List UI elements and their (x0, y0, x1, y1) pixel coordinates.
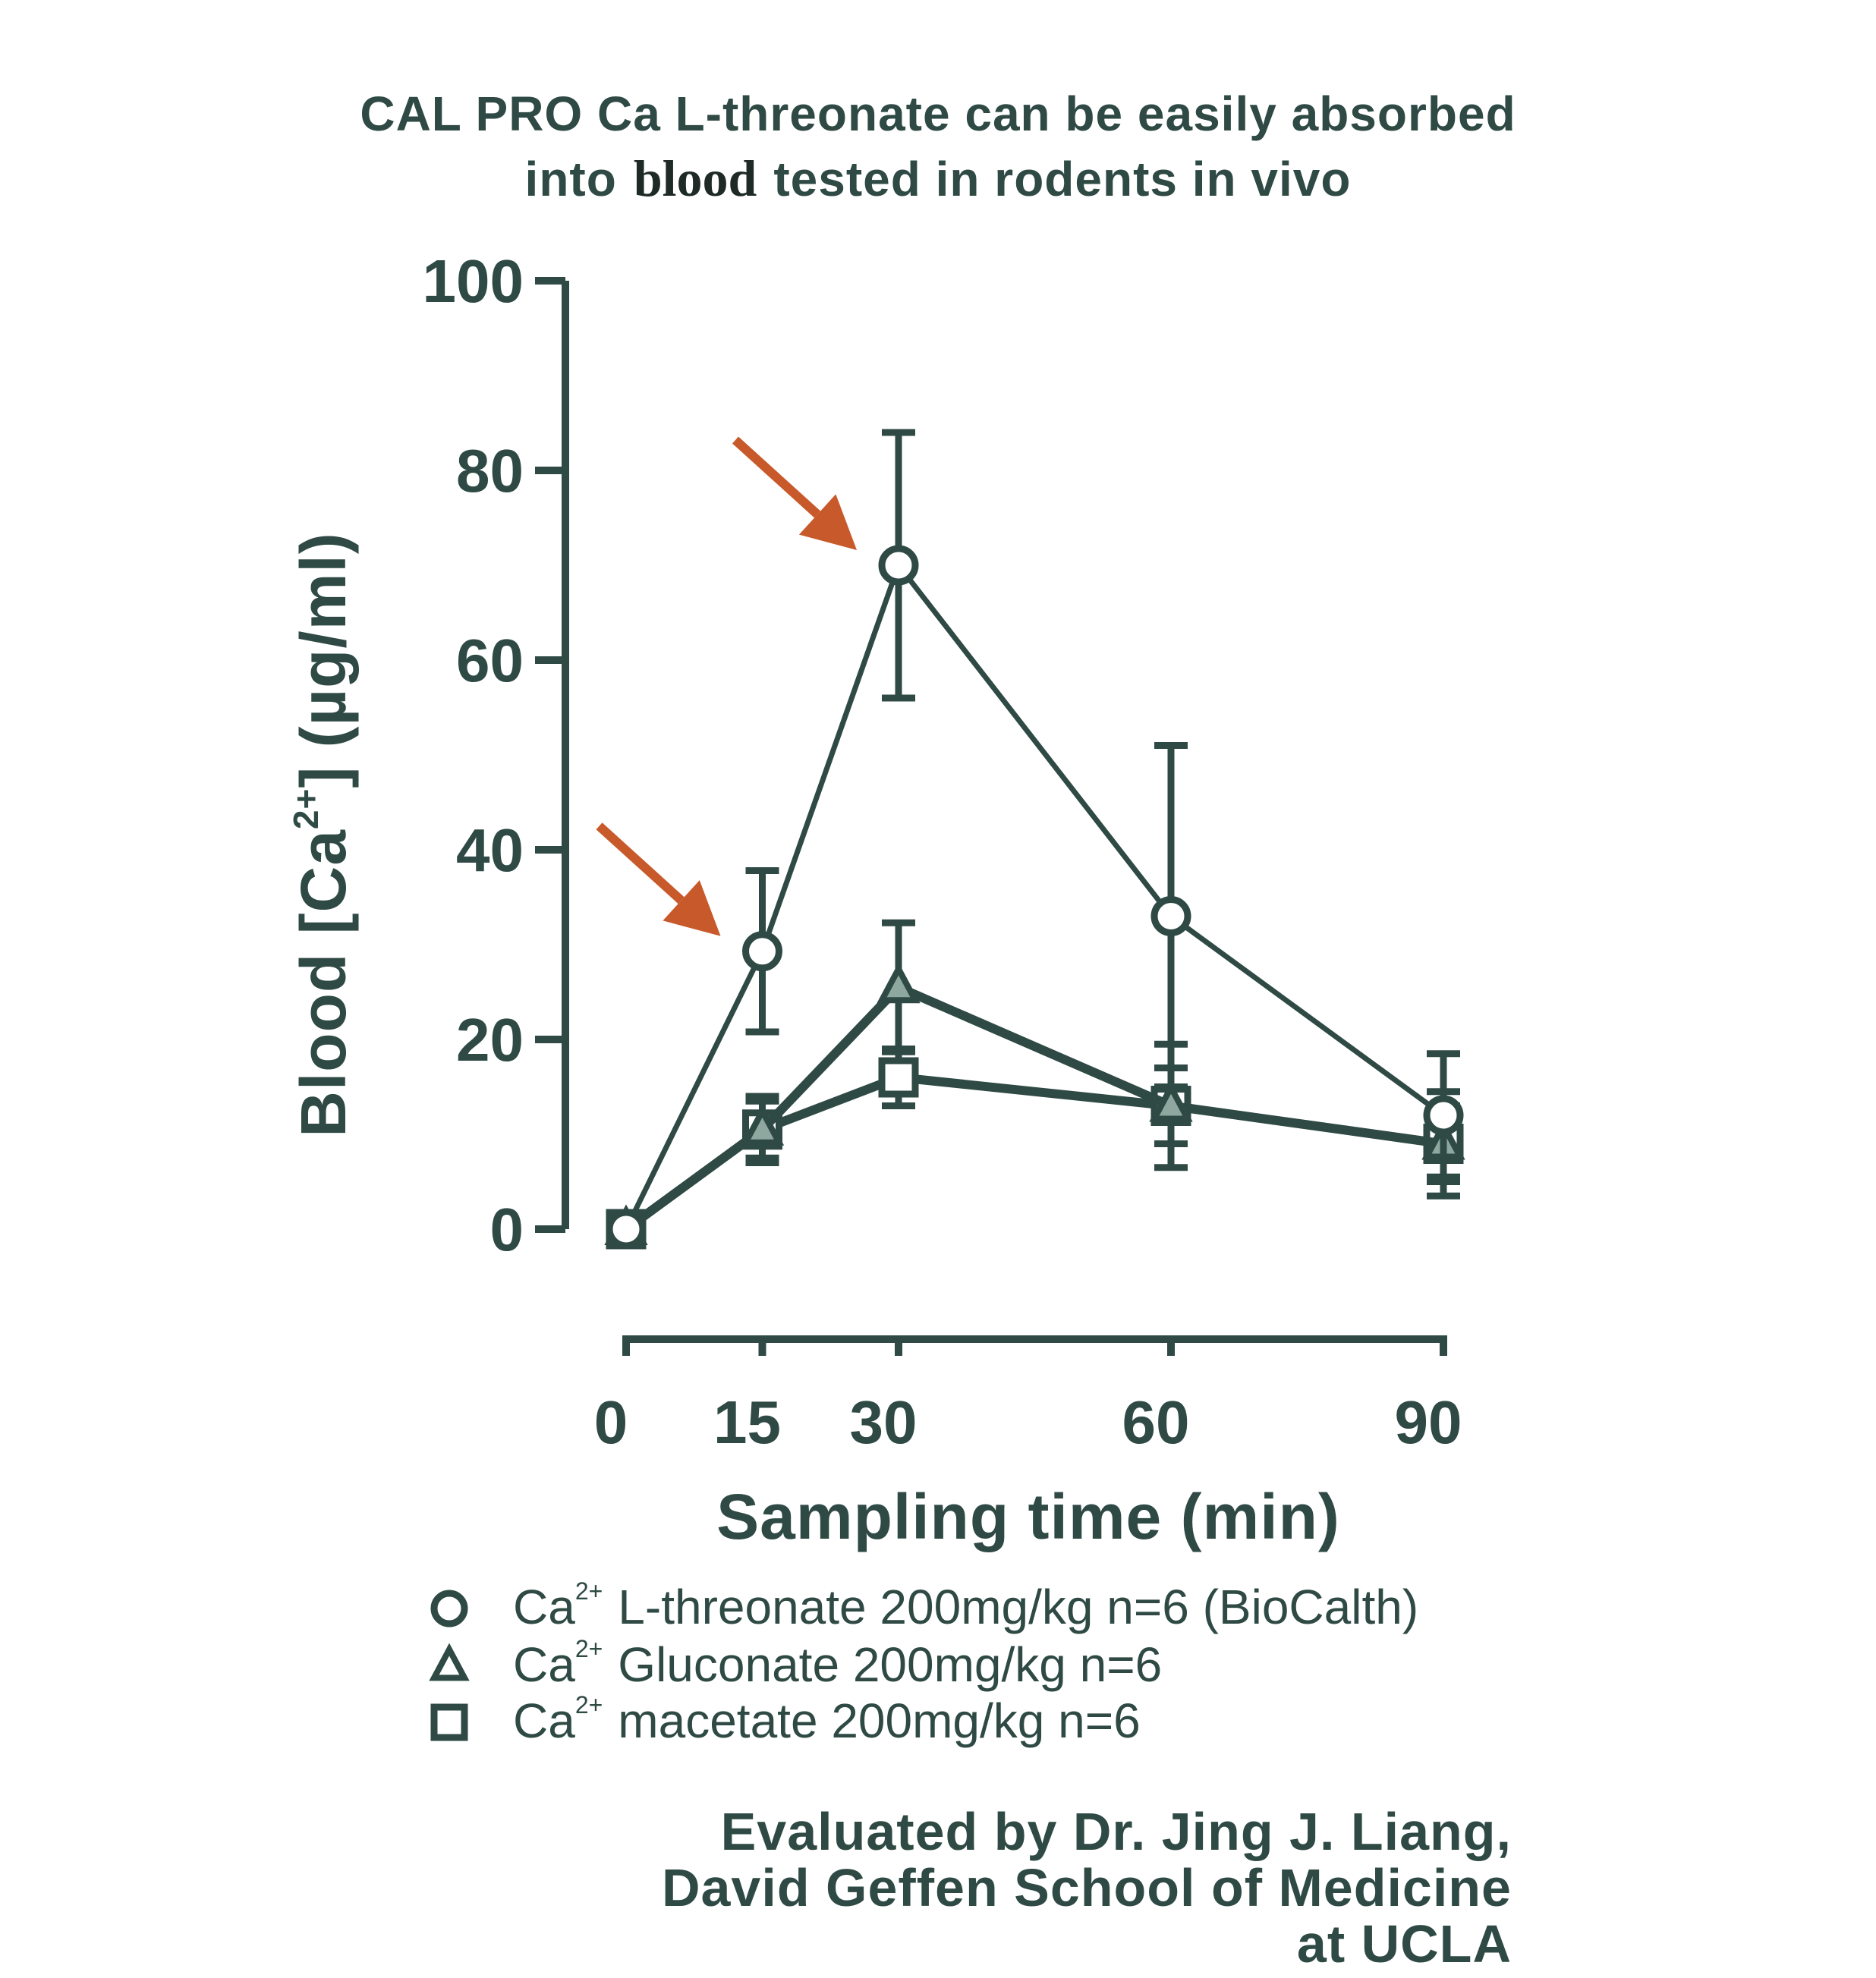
title-line-2-pre: into (525, 152, 617, 206)
legend-item-circle: Ca2+ L-threonate 200mg/kg n=6 (BioCalth) (430, 1577, 1418, 1634)
y-tick-label: 100 (423, 247, 524, 315)
y-tick-label: 80 (456, 437, 524, 505)
credit-line-3: at UCLA (1297, 1914, 1512, 1973)
legend-item-triangle: Ca2+ Gluconate 200mg/kg n=6 (429, 1635, 1162, 1692)
y-tick-label: 40 (456, 816, 524, 884)
credit-line-1: Evaluated by Dr. Jing J. Liang, (721, 1802, 1512, 1861)
legend: Ca2+ L-threonate 200mg/kg n=6 (BioCalth)C… (429, 1577, 1418, 1748)
legend-label: Ca2+ Gluconate 200mg/kg n=6 (513, 1635, 1162, 1692)
legend-label: Ca2+ macetate 200mg/kg n=6 (513, 1691, 1141, 1748)
x-axis-label: Sampling time (min) (716, 1481, 1340, 1552)
y-axis-label: Blood [Ca2+] (µg/ml) (286, 532, 359, 1137)
arrow-shaft (732, 436, 821, 518)
y-axis-label-sup: 2+ (286, 788, 326, 829)
legend-marker-triangle (429, 1643, 470, 1681)
annotation-arrow (596, 822, 721, 936)
data-point-triangle (877, 962, 921, 1004)
data-point-circle (742, 931, 782, 972)
x-tick-label: 30 (850, 1388, 918, 1456)
y-tick-label: 20 (456, 1006, 524, 1074)
series-circle (606, 429, 1464, 1250)
arrow-head (663, 880, 721, 936)
data-point-circle (1423, 1095, 1464, 1136)
credit-line-2: David Geffen School of Medicine (662, 1858, 1512, 1917)
y-axis: 0 20 40 60 80 100 (423, 247, 569, 1263)
x-axis: 0 15 30 60 90 (594, 1335, 1462, 1456)
credit: Evaluated by Dr. Jing J. Liang, David Ge… (662, 1802, 1512, 1973)
annotation-arrow (732, 436, 857, 550)
arrow-head (798, 494, 857, 550)
x-tick-label: 0 (594, 1388, 628, 1456)
series-triangle (604, 919, 1465, 1245)
y-tick-label: 0 (490, 1196, 524, 1263)
data-point-triangle (1149, 1080, 1193, 1122)
data-point-circle (878, 545, 919, 586)
data-point-circle (606, 1209, 647, 1250)
title-line-1: CAL PRO Ca L-threonate can be easily abs… (360, 86, 1516, 141)
legend-label: Ca2+ L-threonate 200mg/kg n=6 (BioCalth) (513, 1577, 1418, 1634)
data-point-triangle (740, 1105, 785, 1146)
x-tick-label: 15 (713, 1388, 781, 1456)
annotation-layer (596, 436, 857, 936)
series-layer (604, 429, 1465, 1250)
arrow-shaft (596, 822, 685, 904)
title-line-2: into blood tested in rodents in vivo (525, 149, 1352, 207)
x-tick-label: 90 (1395, 1388, 1462, 1456)
legend-item-square: Ca2+ macetate 200mg/kg n=6 (430, 1691, 1141, 1748)
data-point-square (878, 1057, 919, 1098)
title-line-2-post: tested in rodents in vivo (773, 152, 1351, 206)
y-tick-label: 60 (456, 627, 524, 694)
legend-marker-square (430, 1703, 468, 1741)
x-tick-label: 60 (1122, 1388, 1190, 1456)
data-point-circle (1150, 896, 1191, 936)
legend-marker-circle (430, 1590, 468, 1627)
title-line-2-word: blood (634, 149, 757, 207)
chart-title: CAL PRO Ca L-threonate can be easily abs… (360, 86, 1516, 207)
